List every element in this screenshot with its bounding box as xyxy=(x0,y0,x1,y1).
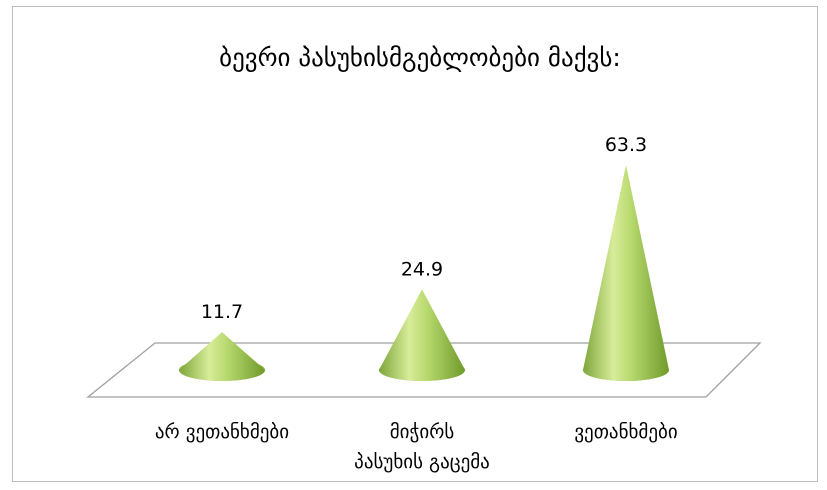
category-label-1-line-0: მიჭირს xyxy=(390,421,455,443)
category-label-2: ვეთანხმები xyxy=(574,421,677,443)
chart-title: ბევრი პასუხისმგებლობები მაქვს: xyxy=(219,43,621,72)
cone-bar-0 xyxy=(179,332,265,381)
cone-bar-1 xyxy=(379,289,465,381)
cone-bar-2 xyxy=(583,165,669,381)
chart-frame xyxy=(12,6,818,482)
data-label-2: 63.3 xyxy=(605,134,647,156)
category-label-0: არ ვეთანხმები xyxy=(155,421,289,443)
data-label-1: 24.9 xyxy=(401,258,443,280)
data-label-0: 11.7 xyxy=(201,301,243,323)
category-label-1-line-1: პასუხის გაცემა xyxy=(354,451,490,473)
